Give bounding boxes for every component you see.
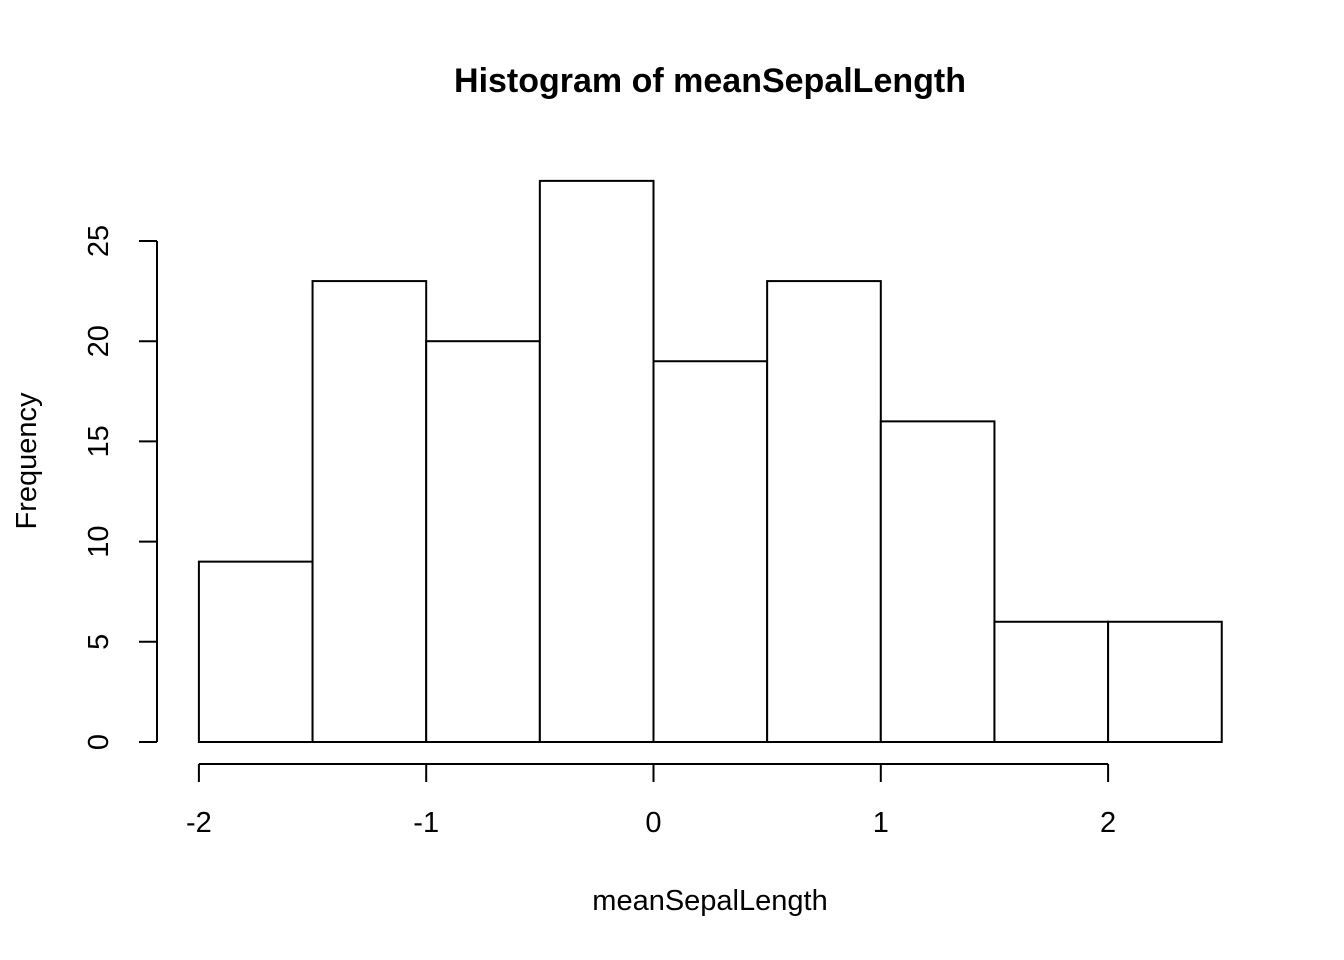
x-tick-label: 0 bbox=[645, 807, 661, 839]
x-axis-label: meanSepalLength bbox=[592, 885, 827, 917]
histogram-bar bbox=[197, 560, 314, 744]
x-tick-label: -2 bbox=[186, 807, 212, 839]
histogram-bar bbox=[652, 360, 769, 743]
x-tick-label: -1 bbox=[413, 807, 439, 839]
y-tick-label: 0 bbox=[83, 734, 115, 750]
bars-group bbox=[197, 179, 1223, 744]
y-axis-label: Frequency bbox=[11, 392, 43, 530]
histogram-bar bbox=[425, 340, 541, 743]
y-axis: 0 5 10 15 20 25 bbox=[83, 225, 158, 750]
histogram-bar bbox=[1107, 620, 1223, 744]
x-axis: -2 -1 0 1 2 bbox=[186, 763, 1116, 839]
histogram-bar bbox=[879, 420, 996, 743]
histogram-bar bbox=[766, 280, 882, 743]
x-tick-label: 1 bbox=[873, 807, 889, 839]
histogram-bar bbox=[311, 280, 428, 743]
histogram-bar bbox=[993, 620, 1110, 744]
histogram-bar bbox=[538, 179, 655, 743]
y-tick-label: 10 bbox=[83, 525, 115, 557]
y-tick-label: 5 bbox=[83, 634, 115, 650]
y-tick-label: 15 bbox=[83, 425, 115, 457]
y-tick-label: 25 bbox=[83, 225, 115, 257]
chart-title: Histogram of meanSepalLength bbox=[454, 62, 966, 100]
y-tick-label: 20 bbox=[83, 325, 115, 357]
x-tick-label: 2 bbox=[1100, 807, 1116, 839]
